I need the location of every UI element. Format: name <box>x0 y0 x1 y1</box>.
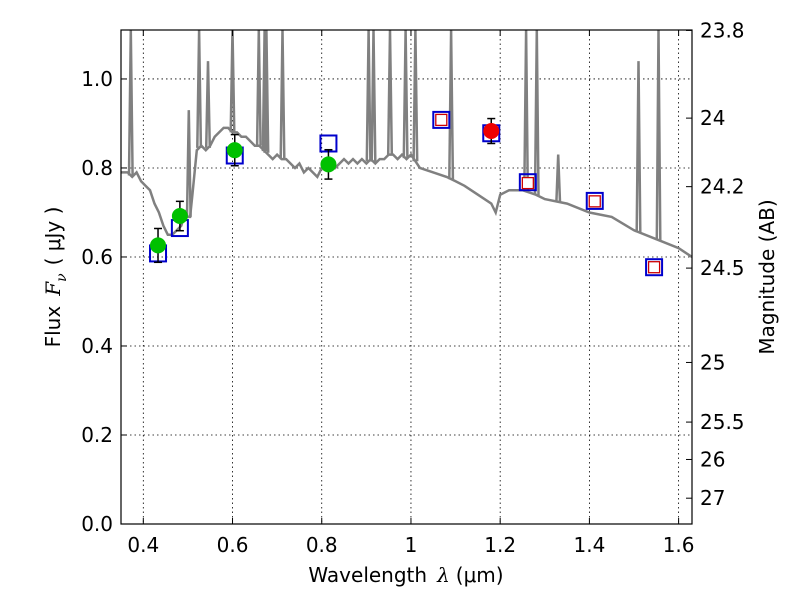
observed-limit-square <box>435 113 448 127</box>
observed-photometry-point <box>171 208 188 225</box>
y2-tick-label: 24.2 <box>700 175 745 199</box>
emission-line-spike <box>402 30 409 159</box>
observed-limit-square <box>647 261 661 274</box>
y-tick-label: 0.6 <box>81 245 113 269</box>
x-tick-label: 1.4 <box>573 533 605 557</box>
model-photometry-square <box>518 173 537 192</box>
y2-tick-label: 25.5 <box>700 410 745 434</box>
emission-line-spike <box>523 30 530 192</box>
y2-tick-label: 26 <box>700 447 725 471</box>
emission-line-spike <box>386 30 394 155</box>
model-photometry-square <box>645 258 664 277</box>
emission-line-spike <box>533 30 540 196</box>
model-photometry-square <box>432 110 451 129</box>
y-tick-label: 0.4 <box>81 334 113 358</box>
y-tick-label: 0.2 <box>81 423 113 447</box>
y2-axis-label: Magnitude (AB) <box>755 199 779 354</box>
y-tick-label: 0.0 <box>81 512 113 536</box>
y-tick-label: 1.0 <box>81 67 113 91</box>
x-axis-label: Wavelength λ (μm) <box>308 563 503 587</box>
emission-line-spike <box>555 154 562 202</box>
y-tick-label: 0.8 <box>81 156 113 180</box>
plot-frame <box>120 29 693 525</box>
emission-line-spike <box>196 30 203 148</box>
observed-photometry-point <box>320 156 337 173</box>
observed-photometry-point <box>226 142 243 159</box>
x-tick-label: 1.6 <box>663 533 695 557</box>
observed-limit-square <box>521 176 534 190</box>
x-tick-label: 1.2 <box>484 533 516 557</box>
x-tick-label: 0.8 <box>306 533 338 557</box>
emission-line-spike <box>655 30 662 241</box>
observed-limit-square <box>588 195 601 208</box>
emission-line-spike <box>635 61 642 233</box>
emission-line-spike <box>263 30 270 153</box>
x-tick-label: 1 <box>405 533 418 557</box>
observed-photometry-point <box>483 123 500 140</box>
emission-line-spike <box>255 30 262 146</box>
emission-line-spike <box>127 30 134 176</box>
emission-line-spike <box>229 30 236 133</box>
emission-line-spike <box>370 30 377 162</box>
emission-line-spike <box>412 30 419 162</box>
emission-line-spike <box>365 30 372 162</box>
x-tick-label: 0.6 <box>217 533 249 557</box>
y-axis-label: FluxFν( μJy ) <box>41 207 70 348</box>
emission-line-spike <box>185 110 192 217</box>
y2-tick-label: 24.5 <box>700 256 745 280</box>
emission-line-spike <box>204 61 212 148</box>
y2-tick-label: 24 <box>700 106 725 130</box>
emission-line-spike <box>279 30 286 160</box>
observed-photometry-point <box>150 237 167 254</box>
y2-tick-label: 23.8 <box>700 18 745 42</box>
axis-ticks: 0.4 0.6 0.8 1 1.2 1.4 1.6 0.0 0.2 0.4 0.6 0.8 1.0 23.… <box>81 18 744 557</box>
emission-line-spike <box>448 30 455 180</box>
y2-tick-label: 27 <box>700 486 725 510</box>
model-photometry-square <box>585 191 604 210</box>
x-tick-label: 0.4 <box>127 533 159 557</box>
plot-area <box>121 30 692 277</box>
y2-tick-label: 25 <box>700 350 725 374</box>
